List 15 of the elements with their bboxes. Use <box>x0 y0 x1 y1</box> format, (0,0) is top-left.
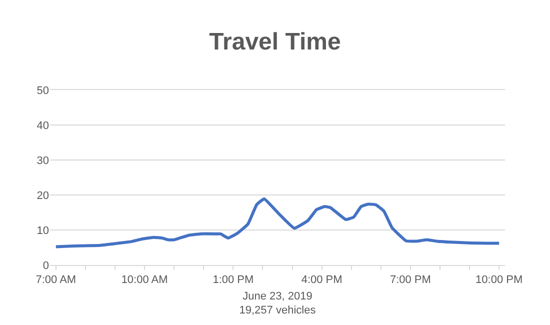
x-axis-title: June 23, 2019 19,257 vehicles <box>239 290 316 317</box>
chart-title: Travel Time <box>209 28 341 56</box>
x-tick-label: 10:00 AM <box>121 274 168 286</box>
line-series <box>54 197 501 248</box>
x-tick-label: 7:00 PM <box>390 274 431 286</box>
x-tick-label: 1:00 PM <box>212 274 254 286</box>
x-tick-label: 4:00 PM <box>301 274 342 286</box>
y-tick-label: 30 <box>36 154 49 167</box>
x-tick-label: 10:00 PM <box>476 274 523 286</box>
y-tick-label: 0 <box>42 260 49 272</box>
x-tick-label: 7:00 AM <box>36 274 76 286</box>
y-tick-label: 40 <box>36 120 49 132</box>
y-tick-label: 10 <box>36 224 49 237</box>
y-tick-label: 50 <box>36 84 49 97</box>
y-tick-label: 20 <box>36 190 49 202</box>
